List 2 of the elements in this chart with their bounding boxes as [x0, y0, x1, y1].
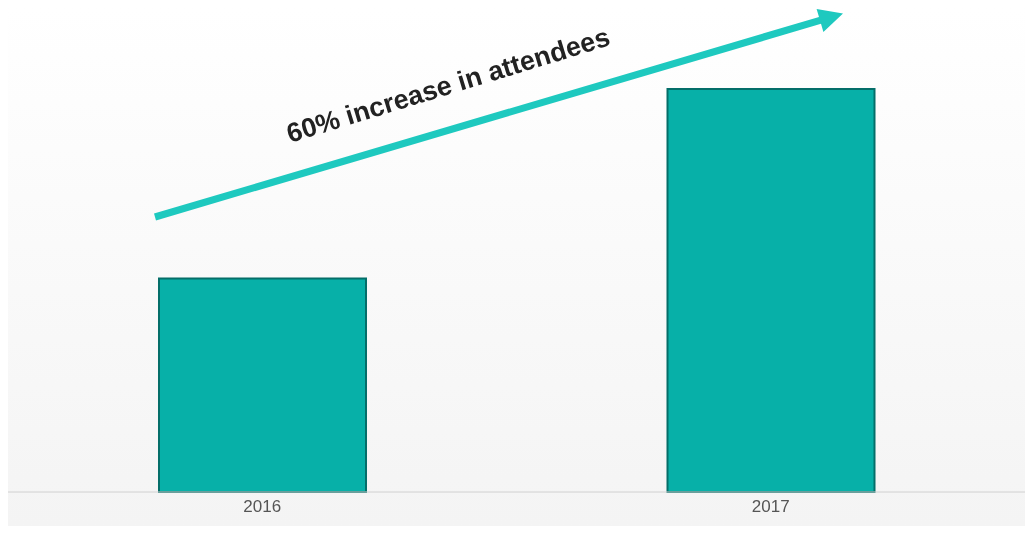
x-tick-label: 2017: [751, 497, 790, 517]
x-tick-label: 2016: [243, 497, 282, 517]
